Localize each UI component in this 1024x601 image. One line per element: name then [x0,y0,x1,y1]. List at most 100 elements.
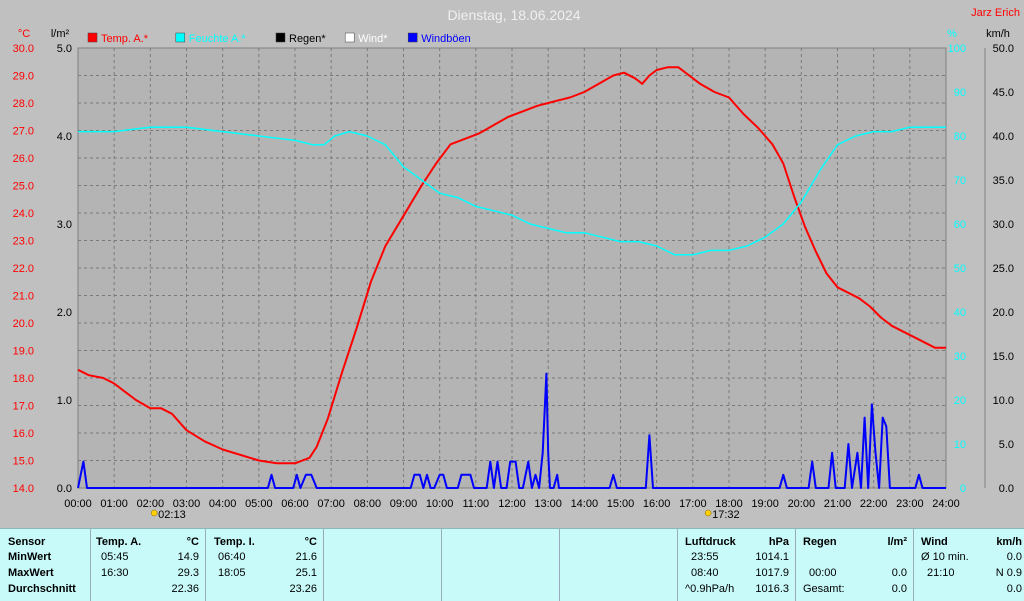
author-label: Jarz Erich [971,7,1020,19]
temp-tick-label: 17.0 [13,401,34,413]
temp-tick-label: 22.0 [13,263,34,275]
sunset-icon [704,509,712,517]
grid [78,48,946,488]
temp-tick-label: 30.0 [13,43,34,55]
wind-max-time: 21:10 [927,567,955,579]
pressure-min-time: 23:55 [691,551,719,563]
pressure-trend: ^0.9hPa/h [685,583,735,595]
series-line-wind [77,372,946,489]
temp-i-min-time: 06:40 [218,551,246,563]
temp-tick-label: 14.0 [13,483,34,495]
wind-tick-label: 40.0 [993,131,1014,143]
x-tick-label: 12:00 [498,498,526,510]
rain-unit: l/m² [887,536,907,548]
x-tick-label: 24:00 [932,498,960,510]
wind-header: Wind [921,536,948,548]
rain-time: 00:00 [809,567,837,579]
x-tick-label: 00:00 [64,498,92,510]
legend-swatch [87,32,98,43]
wind-avg-label: Ø 10 min. [921,551,969,563]
temp-a-min-value: 14.9 [177,551,199,563]
temp-a-avg-value: 22.36 [171,583,199,595]
x-tick-label: 07:00 [317,498,345,510]
x-tick-label: 23:00 [896,498,924,510]
wind-avg-value: 0.0 [1006,551,1022,563]
legend-label: Regen* [289,33,326,45]
rain-tick-label: 2.0 [57,307,72,319]
wind-tick-label: 0.0 [999,483,1014,495]
x-tick-label: 21:00 [824,498,852,510]
humidity-tick-label: 60 [954,219,966,231]
wind-tick-label: 30.0 [993,219,1014,231]
x-tick-label: 04:00 [209,498,237,510]
x-tick-label: 13:00 [534,498,562,510]
x-tick-label: 11:00 [462,498,489,510]
temp-a-header: Temp. A. [96,536,142,548]
legend-label: Wind* [358,33,388,45]
humidity-tick-label: 100 [948,43,966,55]
x-tick-label: 03:00 [173,498,201,510]
x-tick-label: 01:00 [100,498,128,510]
rain-tick-label: 1.0 [57,395,72,407]
temp-i-max-time: 18:05 [218,567,246,579]
temp-i-unit: °C [304,536,317,548]
rain-max-value: 0.0 [891,567,907,579]
sunrise-icon [150,509,158,517]
legend-label: Temp. A.* [101,33,149,45]
empty-section-2 [441,529,559,601]
x-tick-label: 19:00 [751,498,779,510]
wind-tick-label: 25.0 [993,263,1014,275]
x-tick-label: 22:00 [860,498,888,510]
rain-total-value: 0.0 [891,583,907,595]
pressure-unit: hPa [768,536,789,548]
temp-i-section: Temp. I. °C 06:40 21.6 18:05 25.1 23.26 [205,529,323,601]
sensor-section: Sensor MinWert MaxWert Durchschnitt [0,529,90,601]
chart-title: Dienstag, 18.06.2024 [447,7,580,23]
pressure-min-value: 1014.1 [755,551,789,563]
legend-swatch [275,32,286,43]
x-tick-label: 09:00 [390,498,418,510]
rain-tick-label: 5.0 [57,43,72,55]
x-tick-label: 18:00 [715,498,743,510]
pressure-avg-value: 1016.3 [755,583,789,595]
wind-tick-label: 10.0 [993,395,1014,407]
rain-header: Regen [803,536,837,548]
sun-marker-label: 17:32 [712,509,740,521]
rain-tick-label: 0.0 [57,483,72,495]
x-tick-label: 10:00 [426,498,454,510]
max-row-label: MaxWert [8,567,54,579]
humidity-tick-label: 90 [954,87,966,99]
pressure-max-value: 1017.9 [755,567,789,579]
wind-tick-label: 15.0 [993,351,1014,363]
rain-total-label: Gesamt: [803,583,845,595]
x-tick-label: 05:00 [245,498,273,510]
humidity-tick-label: 40 [954,307,966,319]
legend-swatch [344,32,355,43]
wind-section: Wind km/h Ø 10 min. 0.0 21:10 N 0.9 0.0 [913,529,1024,601]
wind-tick-label: 35.0 [993,175,1014,187]
temp-tick-label: 24.0 [13,208,34,220]
temp-i-min-value: 21.6 [295,551,317,563]
legend-swatch [407,32,418,43]
legend-label: Windböen [421,33,471,45]
x-tick-label: 06:00 [281,498,309,510]
legend-swatch [175,32,186,43]
axes: 00:00 01:00 02:00 03:00 04:00 05:00 06:00 07:00… [13,43,1014,510]
temp-tick-label: 18.0 [13,373,34,385]
wind-max-value: N 0.9 [995,567,1022,579]
x-tick-label: 16:00 [643,498,671,510]
pressure-section: Luftdruck hPa 23:55 1014.1 08:40 1017.9 ^0.… [677,529,795,601]
temp-tick-label: 26.0 [13,153,34,165]
x-tick-label: 15:00 [607,498,635,510]
temp-a-section: Temp. A. °C 05:45 14.9 16:30 29.3 22.36 [90,529,205,601]
pressure-max-time: 08:40 [691,567,719,579]
wind-tick-label: 45.0 [993,87,1014,99]
temp-tick-label: 19.0 [13,346,34,358]
wind-extra-value: 0.0 [1006,583,1022,595]
temp-a-max-time: 16:30 [101,567,129,579]
temp-tick-label: 15.0 [13,456,34,468]
temp-tick-label: 25.0 [13,181,34,193]
x-tick-label: 08:00 [354,498,382,510]
temp-tick-label: 23.0 [13,236,34,248]
series-layer [77,66,946,489]
